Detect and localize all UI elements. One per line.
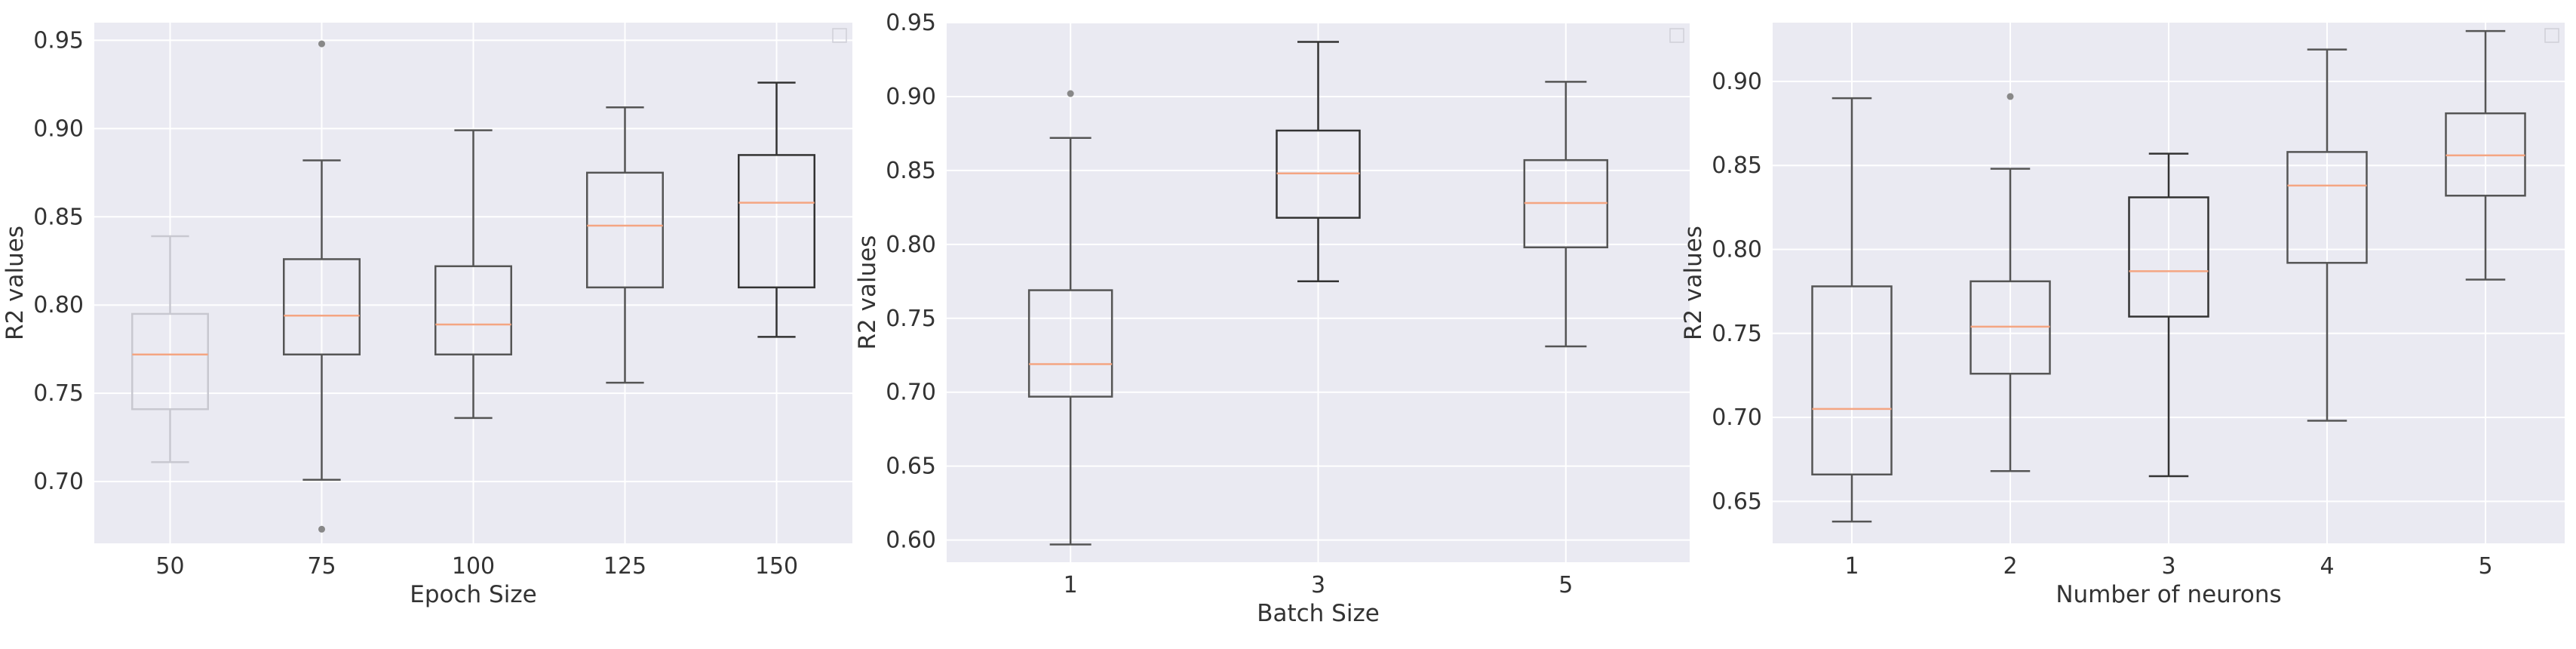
outlier-point xyxy=(318,525,325,533)
x-tick-label: 100 xyxy=(452,553,495,580)
x-tick-label: 125 xyxy=(603,553,646,580)
x-axis-label: Batch Size xyxy=(1257,600,1380,627)
legend-box xyxy=(832,28,847,43)
x-tick-label: 1 xyxy=(1064,572,1078,598)
x-tick-label: 75 xyxy=(307,553,336,580)
box-5 xyxy=(1523,81,1609,348)
y-tick-label: 0.90 xyxy=(1712,69,1762,95)
y-axis-label: R2 values xyxy=(854,235,881,350)
outlier-point xyxy=(1067,90,1074,97)
x-axis-label: Number of neurons xyxy=(2056,581,2281,608)
y-tick-label: 0.95 xyxy=(886,10,936,36)
outlier-point xyxy=(318,40,325,48)
box-iqr xyxy=(1027,289,1113,398)
legend-box xyxy=(1669,28,1684,43)
box-75 xyxy=(283,40,361,533)
chart-panel-1: 0.70 0.75 0.80 0.85 0.90 0.95 50 75 100 125 150 Epo… xyxy=(2,23,852,608)
y-axis-label: R2 values xyxy=(1680,226,1707,340)
box-2 xyxy=(1970,93,2051,472)
chart-panel-3: 0.65 0.70 0.75 0.80 0.85 0.90 1 2 3 4 5 Number of n… xyxy=(1680,23,2565,608)
x-axis-label: Epoch Size xyxy=(410,581,536,608)
y-tick-label: 0.80 xyxy=(33,292,84,318)
box-iqr xyxy=(131,312,209,411)
box-iqr xyxy=(1811,285,1893,475)
y-tick-label: 0.85 xyxy=(1712,152,1762,179)
x-tick-label: 3 xyxy=(2161,553,2175,580)
box-50 xyxy=(131,235,209,463)
x-tick-label: 3 xyxy=(1311,572,1325,598)
y-tick-label: 0.70 xyxy=(886,380,936,406)
box-iqr xyxy=(283,258,361,355)
y-tick-label: 0.85 xyxy=(886,158,936,184)
box-1 xyxy=(1027,90,1113,546)
y-tick-label: 0.95 xyxy=(33,27,84,54)
box-4 xyxy=(2286,48,2368,422)
box-iqr xyxy=(2128,196,2209,318)
box-1 xyxy=(1811,97,1893,523)
box-iqr xyxy=(586,171,664,289)
x-tick-label: 2 xyxy=(2003,553,2017,580)
box-150 xyxy=(738,82,815,338)
y-tick-label: 0.70 xyxy=(1712,404,1762,431)
legend-box xyxy=(2544,28,2559,43)
y-tick-label: 0.65 xyxy=(1712,488,1762,515)
box-3 xyxy=(1276,41,1361,283)
box-iqr xyxy=(738,154,815,289)
y-tick-label: 0.85 xyxy=(33,204,84,230)
y-tick-label: 0.75 xyxy=(1712,321,1762,347)
y-tick-label: 0.75 xyxy=(33,380,84,407)
outlier-point xyxy=(2006,93,2014,100)
x-tick-label: 1 xyxy=(1844,553,1859,580)
x-tick-label: 5 xyxy=(2478,553,2492,580)
x-tick-label: 4 xyxy=(2320,553,2334,580)
x-tick-label: 50 xyxy=(155,553,184,580)
x-tick-label: 5 xyxy=(1558,572,1573,598)
box-5 xyxy=(2445,29,2526,281)
y-tick-label: 0.90 xyxy=(33,115,84,142)
box-100 xyxy=(434,129,512,420)
box-iqr xyxy=(434,265,512,355)
box-125 xyxy=(586,106,664,384)
y-axis-label: R2 values xyxy=(2,226,29,340)
x-tick-label: 150 xyxy=(755,553,798,580)
y-tick-label: 0.80 xyxy=(886,232,936,258)
y-tick-label: 0.60 xyxy=(886,528,936,554)
chart-panel-2: 0.60 0.65 0.70 0.75 0.80 0.85 0.90 0.95 1 3 5 Batch… xyxy=(854,10,1690,627)
y-tick-label: 0.70 xyxy=(33,469,84,495)
y-tick-label: 0.80 xyxy=(1712,236,1762,263)
box-3 xyxy=(2128,152,2209,478)
y-tick-label: 0.65 xyxy=(886,454,936,480)
y-tick-label: 0.90 xyxy=(886,84,936,110)
y-tick-label: 0.75 xyxy=(886,306,936,332)
box-iqr xyxy=(2286,151,2368,264)
